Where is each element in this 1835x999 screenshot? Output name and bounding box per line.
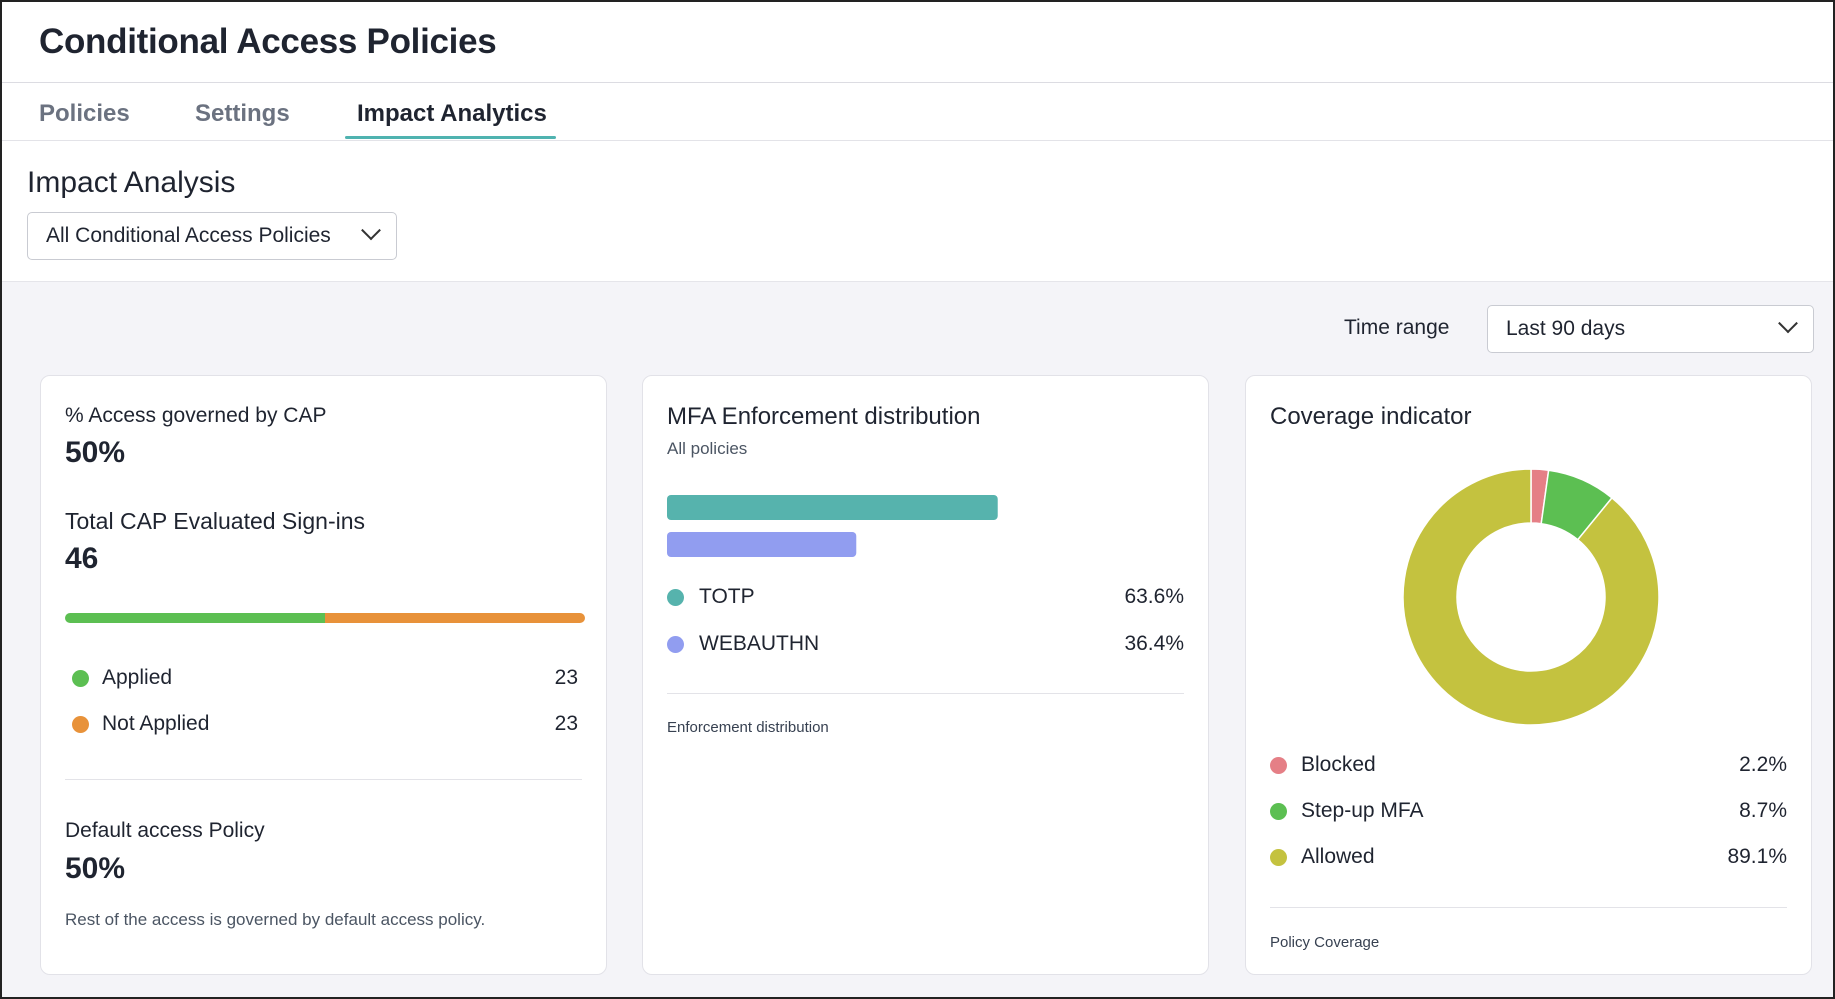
default-policy-label: Default access Policy bbox=[65, 819, 265, 842]
applied-progress-bar bbox=[65, 613, 585, 623]
donut-slice-allowed bbox=[1402, 468, 1660, 726]
tabs-divider bbox=[2, 82, 1833, 83]
totp-label: TOTP bbox=[699, 585, 755, 608]
bar-segment-not-applied bbox=[325, 613, 585, 623]
applied-count: 23 bbox=[554, 666, 578, 689]
mfa-card: MFA Enforcement distribution All policie… bbox=[642, 375, 1209, 975]
webauthn-value: 36.4% bbox=[1124, 632, 1184, 655]
mfa-bar-totp bbox=[667, 495, 998, 520]
time-range-label: Time range bbox=[1344, 316, 1450, 339]
coverage-donut-chart bbox=[1402, 468, 1660, 726]
coverage-card-footer: Policy Coverage bbox=[1270, 934, 1380, 951]
mfa-card-footer: Enforcement distribution bbox=[667, 719, 829, 736]
tab-policies[interactable]: Policies bbox=[39, 100, 130, 127]
applied-dot bbox=[72, 670, 89, 687]
coverage-card-title: Coverage indicator bbox=[1270, 403, 1472, 430]
chevron-down-icon bbox=[1778, 313, 1798, 334]
mfa-bar-chart bbox=[667, 495, 998, 557]
default-policy-value: 50% bbox=[65, 852, 126, 885]
governed-label: % Access governed by CAP bbox=[65, 404, 327, 427]
mfa-card-subtitle: All policies bbox=[667, 439, 748, 458]
bar-segment-applied bbox=[65, 613, 325, 623]
tab-impact-analytics[interactable]: Impact Analytics bbox=[357, 100, 547, 127]
webauthn-label: WEBAUTHN bbox=[699, 632, 820, 655]
stepup-value: 8.7% bbox=[1739, 799, 1787, 822]
stepup-label: Step-up MFA bbox=[1301, 799, 1424, 822]
blocked-label: Blocked bbox=[1301, 753, 1376, 776]
impact-analysis-title: Impact Analysis bbox=[27, 166, 236, 199]
time-range-value: Last 90 days bbox=[1506, 317, 1626, 340]
applied-label: Applied bbox=[102, 666, 173, 689]
time-range-select[interactable]: Last 90 days bbox=[1487, 305, 1814, 353]
blocked-dot bbox=[1270, 757, 1287, 774]
card-divider bbox=[65, 779, 582, 780]
coverage-card: Coverage indicator Blocked 2.2% Step-up … bbox=[1245, 375, 1812, 975]
blocked-value: 2.2% bbox=[1739, 753, 1787, 776]
card-divider bbox=[1270, 907, 1787, 908]
access-card: % Access governed by CAP 50% Total CAP E… bbox=[40, 375, 607, 975]
allowed-label: Allowed bbox=[1301, 845, 1375, 868]
page-title: Conditional Access Policies bbox=[39, 22, 497, 61]
webauthn-dot bbox=[667, 636, 684, 653]
allowed-value: 89.1% bbox=[1727, 845, 1787, 868]
totp-dot bbox=[667, 589, 684, 606]
policy-select[interactable]: All Conditional Access Policies bbox=[27, 212, 397, 260]
signins-value: 46 bbox=[65, 542, 99, 575]
tabs-bottom-divider bbox=[2, 140, 1833, 141]
chevron-down-icon bbox=[361, 220, 381, 241]
page-header: Conditional Access Policies Policies Set… bbox=[2, 2, 1833, 282]
signins-label: Total CAP Evaluated Sign-ins bbox=[65, 508, 366, 534]
allowed-dot bbox=[1270, 849, 1287, 866]
default-policy-note: Rest of the access is governed by defaul… bbox=[65, 910, 486, 929]
mfa-bar-webauthn bbox=[667, 532, 857, 557]
not-applied-dot bbox=[72, 716, 89, 733]
governed-value: 50% bbox=[65, 436, 126, 469]
stepup-dot bbox=[1270, 803, 1287, 820]
tab-settings[interactable]: Settings bbox=[195, 100, 290, 127]
card-divider bbox=[667, 693, 1184, 694]
active-tab-indicator bbox=[345, 136, 556, 139]
mfa-card-title: MFA Enforcement distribution bbox=[667, 403, 981, 430]
policy-select-value: All Conditional Access Policies bbox=[46, 224, 331, 247]
not-applied-count: 23 bbox=[554, 712, 578, 735]
totp-value: 63.6% bbox=[1124, 585, 1184, 608]
not-applied-label: Not Applied bbox=[102, 712, 210, 735]
